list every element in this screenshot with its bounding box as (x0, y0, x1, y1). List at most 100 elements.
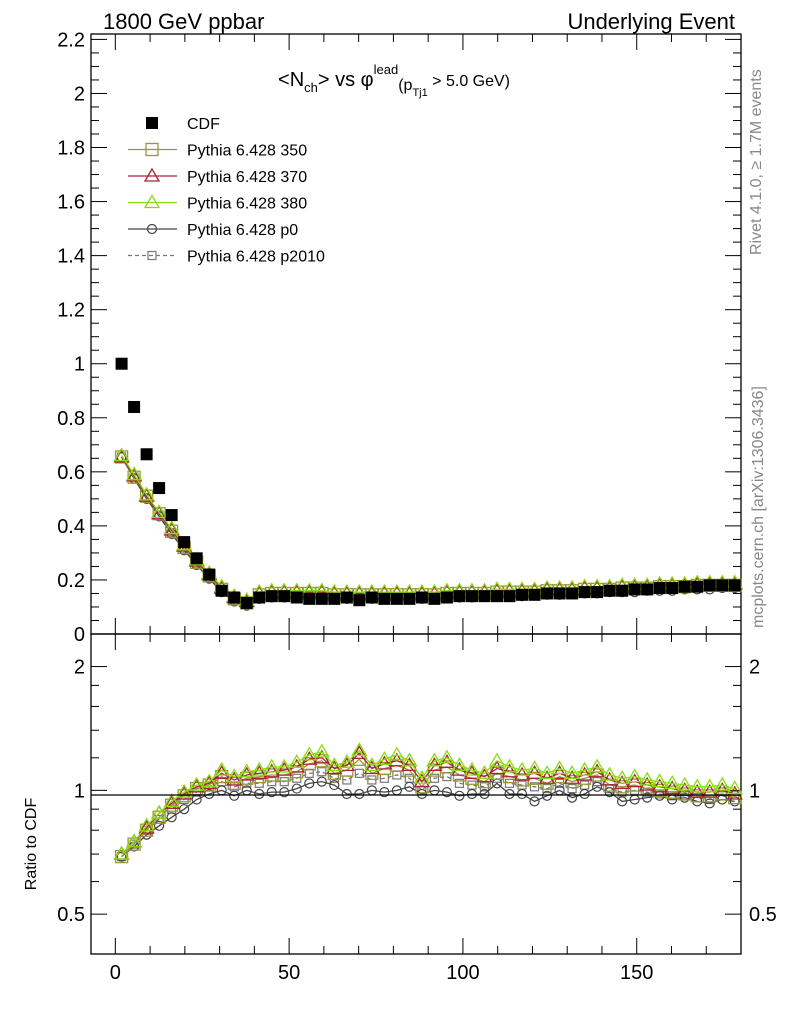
ratio-point-p370 (363, 760, 380, 775)
ratio-point-p2010 (492, 773, 502, 783)
main-point-cdf (340, 591, 353, 604)
ratio-axis-ticks: 0.5 0.5 1 1 2 2 (57, 657, 777, 927)
ratio-point-p0 (642, 792, 653, 803)
legend-marker-p0 (146, 223, 158, 235)
y-tick-label: 0 (74, 624, 85, 646)
main-point-cdf (153, 482, 166, 495)
main-point-cdf (566, 587, 579, 600)
ratio-point-p380 (526, 760, 543, 775)
main-point-cdf (528, 588, 541, 601)
ratio-point-p0 (204, 788, 215, 800)
ratio-point-p370 (551, 765, 568, 779)
main-point-cdf (603, 584, 616, 597)
ratio-point-p380 (163, 793, 180, 808)
ratio-point-p380 (313, 743, 330, 758)
ratio-point-p380 (238, 763, 255, 778)
ratio-point-p0 (529, 796, 540, 807)
y-tick-label: 1 (74, 354, 85, 376)
mcplots-label: mcplots.cern.ch [arXiv:1306.3436] (750, 386, 767, 628)
ratio-point-p2010 (479, 782, 490, 792)
ratio-point-p380 (251, 761, 268, 776)
main-point-cdf (578, 586, 591, 599)
ratio-point-p370 (326, 760, 343, 775)
y-tick-label: 0.8 (57, 408, 85, 430)
legend-label-p370: Pythia 6.428 370 (187, 169, 307, 186)
ratio-point-p370 (463, 765, 481, 779)
plot-title: <Nch> vs φlead(pTj1 > 5.0 GeV) (278, 62, 510, 99)
main-point-cdf (503, 590, 516, 603)
ratio-point-p380 (138, 817, 155, 832)
y-tick-label: 1.2 (57, 300, 85, 322)
ratio-point-p0 (466, 788, 478, 800)
ratio-point-p2010 (454, 778, 465, 788)
ratio-point-p370 (238, 766, 255, 781)
ratio-point-p380 (664, 775, 681, 790)
ratio-point-p370 (513, 766, 531, 781)
ratio-point-p380 (326, 757, 343, 772)
ratio-point-p370 (276, 761, 293, 776)
ratio-point-p0 (416, 788, 428, 800)
main-point-cdf (365, 591, 378, 604)
ratio-series-layer (113, 742, 743, 864)
ratio-point-p2010 (504, 778, 515, 788)
ratio-point-p2010 (579, 780, 590, 790)
ratio-point-p2010 (254, 778, 264, 788)
ratio-point-p380 (701, 778, 718, 793)
legend-marker-p370 (143, 167, 161, 182)
main-point-cdf (140, 448, 153, 461)
ratio-point-p370 (639, 776, 656, 791)
ratio-point-p370 (226, 771, 243, 786)
ratio-point-p0 (154, 820, 165, 831)
main-point-cdf (378, 592, 391, 605)
main-point-p370 (125, 467, 143, 482)
ratio-point-p370 (301, 750, 318, 765)
y-tick-label: 2 (74, 83, 85, 105)
ratio-point-p0 (591, 781, 603, 792)
ratio-point-p380 (288, 754, 305, 768)
y-tick-label: 0.4 (57, 516, 85, 538)
ratio-point-p370 (701, 783, 718, 798)
y-tick-label: 1.4 (57, 246, 85, 268)
main-point-cdf (315, 592, 328, 605)
main-point-cdf (178, 536, 191, 549)
ratio-point-p0 (266, 787, 277, 798)
legend-marker-p2010 (147, 250, 157, 261)
main-point-cdf (403, 592, 416, 605)
main-point-cdf (440, 591, 453, 604)
ratio-point-p380 (176, 783, 193, 798)
ratio-tick-label: 1 (74, 780, 85, 802)
ratio-point-p370 (538, 769, 556, 784)
ratio-point-p380 (226, 768, 243, 783)
x-tick-label: 50 (278, 962, 300, 984)
main-point-cdf (465, 590, 478, 603)
main-point-cdf (290, 591, 303, 604)
ratio-point-p0 (604, 787, 615, 798)
main-point-p380 (113, 447, 130, 462)
ratio-point-p2010 (329, 773, 339, 783)
ratio-point-p380 (689, 778, 706, 793)
ratio-point-p0 (704, 798, 715, 809)
y-tick-label: 0.2 (57, 570, 85, 592)
ratio-point-p380 (451, 757, 468, 772)
ratio-point-p2010 (542, 783, 552, 794)
ratio-point-p370 (251, 765, 268, 779)
legend-label-p380: Pythia 6.428 380 (187, 196, 307, 213)
header-right-title: Underlying Event (567, 9, 735, 34)
ratio-point-p370 (288, 758, 305, 773)
main-point-cdf (215, 584, 228, 597)
ratio-point-p0 (316, 776, 327, 787)
ratio-point-p0 (304, 778, 315, 789)
ratio-point-p380 (576, 761, 593, 776)
ratio-point-p380 (263, 758, 280, 773)
ratio-point-p380 (376, 750, 393, 765)
main-point-cdf (253, 591, 266, 604)
main-point-p370 (138, 487, 155, 502)
main-point-cdf (303, 592, 316, 605)
x-tick-label: 150 (620, 962, 653, 984)
ratio-point-p0 (541, 790, 553, 801)
ratio-point-p370 (664, 780, 681, 795)
ratio-point-p370 (651, 778, 668, 793)
ratio-point-p0 (329, 779, 340, 791)
main-point-cdf (165, 509, 178, 522)
ratio-point-p380 (639, 771, 656, 786)
